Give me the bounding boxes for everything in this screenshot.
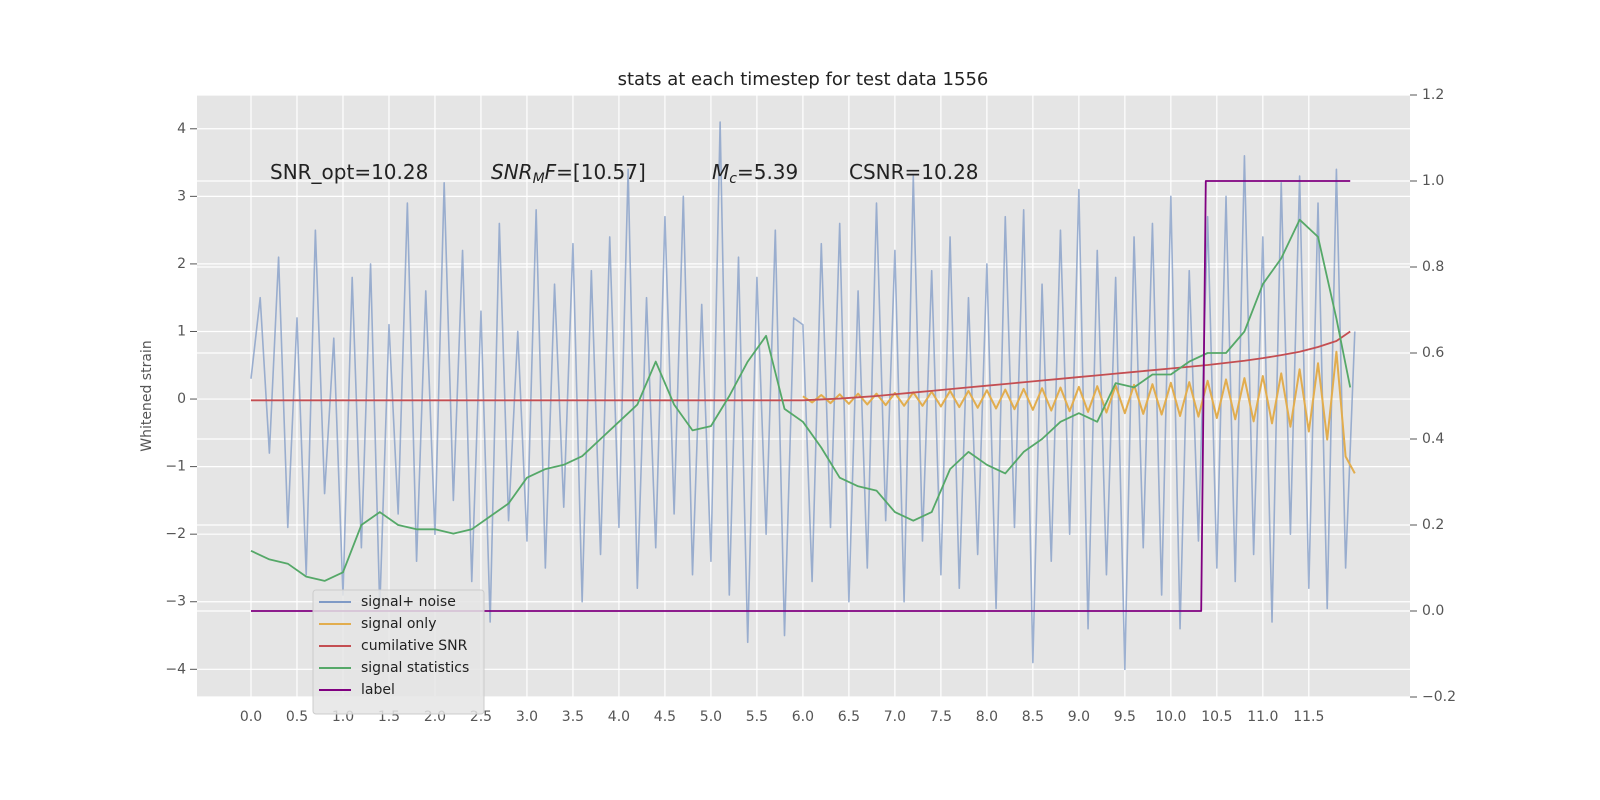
x-tick-label: 11.5 [1293, 709, 1324, 725]
annotation: Mc=5.39 [712, 160, 798, 188]
y-tick-label: −2 [165, 526, 186, 542]
annotation-part: c [729, 171, 737, 187]
y-tick-label: −1 [165, 459, 186, 475]
y2-tick-label: 0.6 [1422, 345, 1444, 361]
y2-tick-label: 0.4 [1422, 431, 1444, 447]
series-line [250, 180, 1351, 612]
x-tick-label: 7.5 [930, 709, 952, 725]
series-line [250, 218, 1352, 582]
y-axis-label: Whitened strain [139, 340, 155, 451]
legend-label: label [361, 682, 395, 698]
x-tick-label: 8.5 [1022, 709, 1044, 725]
x-tick-label: 8.0 [976, 709, 998, 725]
x-tick-label: 7.0 [884, 709, 906, 725]
x-tick-label: 0.5 [286, 709, 308, 725]
annotation: SNR_opt=10.28 [270, 160, 428, 184]
x-tick-label: 10.5 [1201, 709, 1232, 725]
x-tick-label: 4.0 [608, 709, 630, 725]
legend-label: signal statistics [361, 660, 469, 676]
y2-tick-label: 1.0 [1422, 173, 1444, 189]
y2-tick-label: −0.2 [1422, 689, 1456, 705]
x-tick-label: 4.5 [654, 709, 676, 725]
y-tick-label: 0 [177, 391, 186, 407]
y-tick-label: 2 [177, 256, 186, 272]
x-tick-label: 6.0 [792, 709, 814, 725]
x-tick-label: 6.5 [838, 709, 860, 725]
x-tick-label: 5.0 [700, 709, 722, 725]
x-tick-label: 3.0 [516, 709, 538, 725]
annotation-part: M [533, 171, 545, 187]
annotation-part: M [712, 160, 729, 184]
annotation: CSNR=10.28 [849, 160, 979, 184]
annotation-part: =5.39 [737, 160, 798, 184]
series-line [802, 350, 1356, 474]
series-line [250, 121, 1356, 671]
x-tick-label: 9.0 [1068, 709, 1090, 725]
plot-marks [250, 121, 1356, 671]
x-tick-label: 9.5 [1114, 709, 1136, 725]
annotation-part: SNR [491, 160, 533, 184]
y2-tick-label: 0.8 [1422, 259, 1444, 275]
y-tick-label: 1 [177, 323, 186, 339]
y-tick-label: 4 [177, 121, 186, 137]
grid [197, 94, 1410, 698]
x-tick-label: 0.0 [240, 709, 262, 725]
annotation-part: CSNR=10.28 [849, 160, 979, 184]
x-tick-label: 10.0 [1155, 709, 1186, 725]
y-tick-label: −4 [165, 661, 186, 677]
axes: 0.0 0.5 1.0 1.5 2.0 2.5 3.0 3.5 4.0 4.5 5.0 5.5 6.0 6… [165, 87, 1456, 725]
y2-tick-label: 0.2 [1422, 517, 1444, 533]
y2-tick-label: 0.0 [1422, 603, 1444, 619]
legend-label: signal+ noise [361, 594, 456, 610]
y2-tick-label: 1.2 [1422, 87, 1444, 103]
y-tick-label: 3 [177, 188, 186, 204]
annotation-part: F [545, 160, 557, 184]
annotation-part: SNR_opt=10.28 [270, 160, 428, 184]
y-tick-label: −3 [165, 594, 186, 610]
x-tick-label: 5.5 [746, 709, 768, 725]
legend-box [312, 589, 485, 715]
legend-label: signal only [361, 616, 436, 632]
annotation: SNRMF=[10.57] [491, 160, 646, 188]
annotation-part: =[10.57] [556, 160, 646, 184]
x-tick-label: 11.0 [1247, 709, 1278, 725]
x-tick-label: 3.5 [562, 709, 584, 725]
chart-title: stats at each timestep for test data 155… [618, 69, 989, 90]
series-line [250, 330, 1351, 402]
legend-label: cumilative SNR [361, 638, 468, 654]
